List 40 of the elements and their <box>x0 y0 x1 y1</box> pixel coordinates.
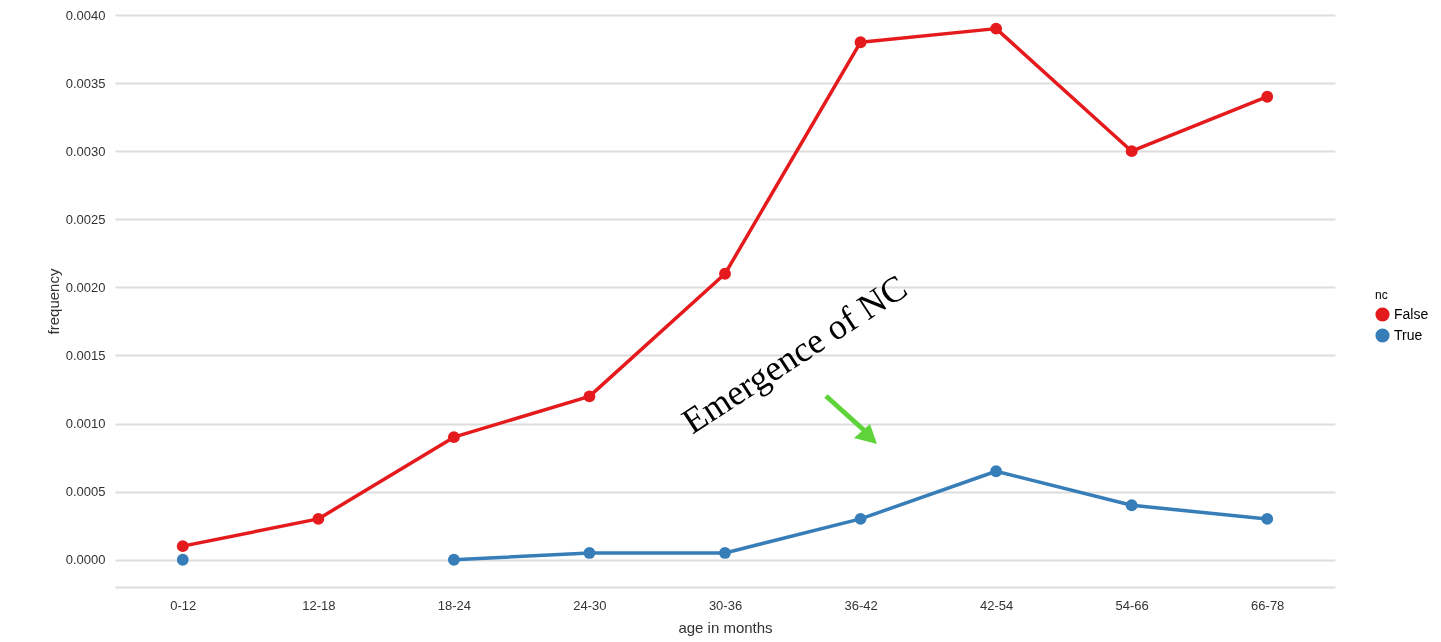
y-tick-label: 0.0005 <box>65 484 106 500</box>
legend-label: False <box>1394 305 1429 322</box>
y-tick-label: 0.0010 <box>65 416 106 432</box>
legend-label: True <box>1394 326 1423 343</box>
x-tick-label: 0-12 <box>170 597 197 613</box>
point <box>1125 499 1138 512</box>
point <box>447 431 460 444</box>
point <box>583 547 596 559</box>
point <box>1261 90 1274 103</box>
x-tick-label: 54-66 <box>1115 597 1149 613</box>
x-axis-title: age in months <box>678 618 773 636</box>
point <box>1261 513 1274 525</box>
y-tick-label: 0.0030 <box>65 143 106 159</box>
point <box>583 390 596 403</box>
point <box>990 465 1003 478</box>
point <box>312 513 325 525</box>
y-axis-title: frequency <box>44 268 62 335</box>
x-tick-label: 42-54 <box>979 597 1014 613</box>
x-tick-label: 30-36 <box>708 597 743 613</box>
x-tick-label: 66-78 <box>1251 597 1285 613</box>
y-tick-label: 0.0040 <box>65 7 106 23</box>
point <box>719 547 731 559</box>
y-tick-label: 0.0035 <box>65 75 106 91</box>
point <box>1125 145 1138 158</box>
x-tick-label: 36-42 <box>844 597 878 613</box>
point <box>176 540 189 553</box>
x-tick-label: 24-30 <box>573 597 607 613</box>
x-tick-label: 18-24 <box>437 597 472 613</box>
point <box>719 267 731 280</box>
point <box>990 22 1003 35</box>
y-tick-label: 0.0000 <box>65 552 106 568</box>
x-tick-label: 12-18 <box>302 597 336 613</box>
point <box>854 513 867 525</box>
y-tick-label: 0.0015 <box>65 347 106 363</box>
point <box>176 553 189 566</box>
point <box>854 36 867 49</box>
y-tick-label: 0.0025 <box>65 211 106 227</box>
legend-title: nc <box>1375 288 1388 302</box>
y-tick-label: 0.0020 <box>65 279 106 295</box>
point <box>447 553 460 566</box>
